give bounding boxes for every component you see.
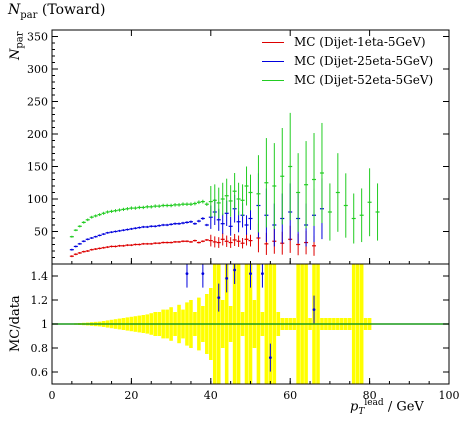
ratio-point <box>233 268 237 272</box>
ratio-point <box>312 308 316 311</box>
ratio-point <box>185 272 189 275</box>
x-tick-label: 60 <box>283 389 297 402</box>
x-tick-label: 100 <box>439 389 460 402</box>
ratio-y-tick-label: 1 <box>41 318 48 331</box>
ratio-y-tick-label: 0.6 <box>31 366 49 379</box>
main-y-tick-label: 50 <box>34 226 48 239</box>
ratio-y-tick-label: 1.2 <box>31 294 49 307</box>
ratio-point <box>268 356 272 359</box>
legend-entry-1eta: MC (Dijet-1eta-5GeV) <box>262 33 433 52</box>
x-axis-label: pTlead / GeV <box>350 398 424 417</box>
main-y-tick-label: 350 <box>27 31 48 44</box>
main-y-tick-label: 150 <box>27 161 48 174</box>
legend-entry-25eta: MC (Dijet-25eta-5GeV) <box>262 52 433 71</box>
ratio-y-tick-label: 1.4 <box>31 270 49 283</box>
x-tick-label: 80 <box>363 389 377 402</box>
ratio-point <box>261 272 264 275</box>
ratio-point <box>217 296 221 299</box>
ratio-y-tick-label: 0.8 <box>31 342 49 355</box>
main-y-axis-label: Npar <box>8 31 26 60</box>
main-y-tick-label: 300 <box>27 63 48 76</box>
axes: 50 100 150 200 250 300 350 0.6 0.8 1 1.2 1.4 0 20 40 60… <box>27 29 460 402</box>
main-y-tick-label: 250 <box>27 96 48 109</box>
ratio-point <box>225 277 229 280</box>
chart-title: Npar (Toward) <box>8 2 106 21</box>
ratio-y-axis-label: MC/data <box>8 295 23 352</box>
x-tick-label: 0 <box>49 389 56 402</box>
legend-entry-52eta: MC (Dijet-52eta-5GeV) <box>262 71 433 90</box>
x-tick-label: 20 <box>124 389 138 402</box>
legend: MC (Dijet-1eta-5GeV) MC (Dijet-25eta-5Ge… <box>262 33 433 90</box>
ratio-point <box>201 272 205 275</box>
main-y-tick-label: 200 <box>27 128 48 141</box>
x-tick-label: 40 <box>204 389 218 402</box>
ratio-data-points <box>185 264 316 372</box>
main-data-points <box>69 112 380 258</box>
main-y-tick-label: 100 <box>27 193 48 206</box>
ratio-point <box>249 272 252 275</box>
